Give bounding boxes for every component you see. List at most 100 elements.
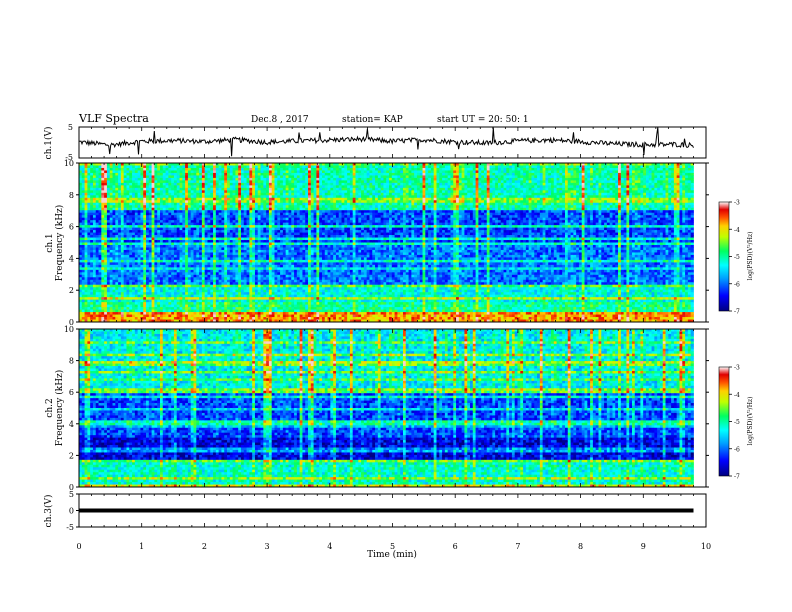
spectrogram-cell	[162, 180, 166, 184]
spectrogram-cell	[95, 254, 99, 258]
spectrogram-cell	[106, 257, 111, 261]
spectrogram-cell	[201, 177, 206, 181]
spectrogram-cell	[157, 232, 161, 236]
spectrogram-cell	[285, 254, 289, 258]
spectrogram-cell	[143, 200, 147, 204]
spectrogram-cell	[140, 197, 144, 201]
spectrogram-cell	[190, 262, 194, 266]
spectrogram-cell	[294, 190, 298, 194]
spectrogram-cell	[224, 274, 228, 278]
spectrogram-cell	[227, 272, 231, 276]
spectrogram-cell	[221, 217, 225, 221]
spectrogram-cell	[132, 202, 136, 206]
spectrogram-cell	[104, 304, 108, 308]
spectrogram-cell	[266, 264, 270, 268]
spectrogram-cell	[187, 259, 192, 263]
spectrogram-cell	[215, 232, 220, 236]
spectrogram-cell	[243, 252, 247, 256]
spectrogram-cell	[280, 227, 284, 231]
spectrogram-cell	[146, 205, 150, 209]
spectrogram-cell	[213, 165, 217, 169]
spectrogram-cell	[282, 282, 287, 286]
spectrogram-cell	[263, 170, 267, 174]
spectrogram-cell	[148, 170, 153, 174]
spectrogram-cell	[176, 205, 180, 209]
spectrogram-cell	[148, 244, 153, 248]
spectrogram-cell	[224, 182, 228, 186]
spectrogram-cell	[173, 163, 178, 166]
spectrogram-cell	[129, 294, 133, 298]
spectrogram-cell	[87, 287, 91, 291]
spectrogram-cell	[218, 235, 222, 238]
spectrogram-cell	[120, 304, 125, 308]
spectrogram-cell	[280, 235, 284, 238]
spectrogram-cell	[218, 297, 222, 301]
spectrogram-cell	[182, 299, 186, 303]
spectrogram-cell	[187, 314, 192, 318]
spectrogram-cell	[199, 284, 203, 288]
spectrogram-cell	[171, 197, 175, 201]
spectrogram-cell	[112, 225, 116, 228]
spectrogram-cell	[238, 257, 242, 261]
spectrogram-cell	[143, 294, 147, 298]
spectrogram-cell	[232, 230, 236, 233]
spectrogram-cell	[84, 254, 88, 258]
spectrogram-cell	[106, 215, 111, 219]
spectrogram-cell	[215, 167, 220, 171]
spectrogram-cell	[132, 163, 136, 166]
spectrogram-cell	[95, 249, 99, 253]
spectrogram-cell	[268, 165, 273, 169]
spectrogram-cell	[160, 185, 164, 189]
spectrogram-cell	[294, 192, 298, 196]
spectrogram-cell	[146, 284, 150, 288]
spectrogram-cell	[266, 240, 270, 243]
spectrogram-cell	[215, 205, 220, 209]
spectrogram-cell	[246, 240, 250, 243]
spectrogram-cell	[115, 292, 119, 296]
spectrogram-cell	[134, 187, 139, 191]
spectrogram-cell	[126, 172, 130, 176]
spectrogram-cell	[243, 319, 247, 323]
spectrogram-cell	[120, 264, 125, 268]
spectrogram-cell	[260, 185, 264, 189]
spectrogram-cell	[112, 292, 116, 296]
spectrogram-cell	[118, 200, 122, 204]
spectrogram-cell	[232, 287, 236, 291]
spectrogram-cell	[218, 230, 222, 233]
spectrogram-cell	[243, 222, 247, 226]
spectrogram-cell	[176, 175, 180, 179]
spectrogram-cell	[104, 269, 108, 273]
spectrogram-cell	[112, 252, 116, 256]
spectrogram-cell	[179, 269, 183, 273]
spectrogram-cell	[168, 267, 172, 271]
spectrogram-cell	[196, 217, 200, 221]
spectrogram-cell	[271, 304, 275, 308]
spectrogram-cell	[106, 269, 111, 273]
spectrogram-cell	[126, 207, 130, 211]
spectrogram-cell	[146, 163, 150, 166]
spectrogram-cell	[151, 264, 155, 268]
spectrogram-cell	[201, 215, 206, 219]
spectrogram-cell	[148, 264, 153, 268]
spectrogram-cell	[187, 274, 192, 278]
spectrogram-cell	[101, 227, 105, 231]
spectrogram-cell	[137, 237, 141, 241]
spectrogram-cell	[115, 167, 119, 171]
spectrogram-cell	[204, 222, 208, 226]
spectrogram-cell	[168, 272, 172, 276]
spectrogram-cell	[221, 230, 225, 233]
spectrogram-cell	[204, 244, 208, 248]
spectrogram-cell	[249, 247, 253, 251]
spectrogram-cell	[81, 187, 85, 191]
spectrogram-cell	[185, 235, 189, 238]
spectrogram-cell	[137, 264, 141, 268]
spectrogram-cell	[162, 262, 166, 266]
spectrogram-cell	[123, 180, 127, 184]
spectrogram-cell	[173, 297, 178, 301]
spectrogram-cell	[106, 304, 111, 308]
spectrogram-cell	[274, 180, 278, 184]
spectrogram-cell	[112, 215, 116, 219]
spectrogram-cell	[229, 212, 234, 216]
spectrogram-cell	[190, 247, 194, 251]
spectrogram-cell	[109, 282, 113, 286]
